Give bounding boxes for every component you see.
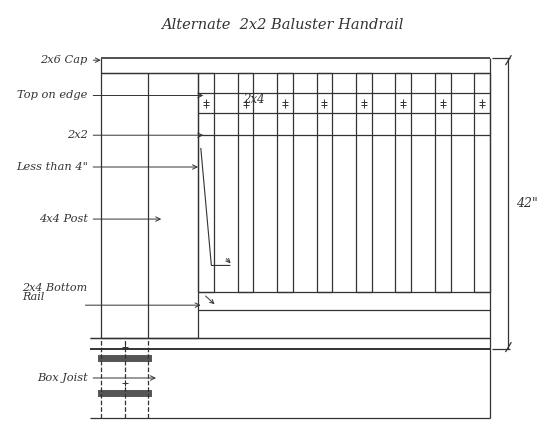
Text: 42": 42"	[516, 197, 538, 210]
Text: 2x4: 2x4	[243, 93, 265, 106]
Text: 2x2: 2x2	[67, 130, 88, 140]
Text: Less than 4": Less than 4"	[16, 162, 88, 172]
Text: Top on edge: Top on edge	[18, 90, 88, 101]
Text: Alternate  2x2 Baluster Handrail: Alternate 2x2 Baluster Handrail	[161, 18, 403, 32]
Text: Rail: Rail	[22, 292, 44, 302]
Text: 4x4 Post: 4x4 Post	[39, 214, 88, 224]
Text: Box Joist: Box Joist	[37, 373, 88, 383]
Text: 2x6 Cap: 2x6 Cap	[41, 55, 88, 65]
Text: 2x4 Bottom: 2x4 Bottom	[22, 283, 87, 292]
